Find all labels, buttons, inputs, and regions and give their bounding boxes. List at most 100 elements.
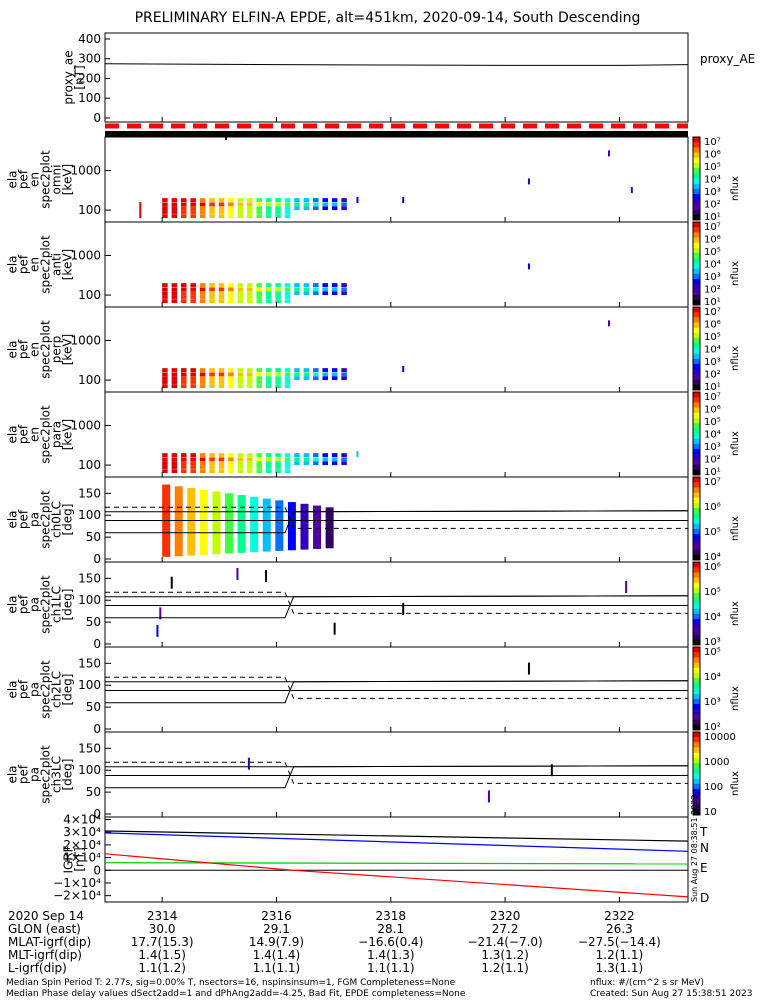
pa_ch0-ytick-label: 50 (86, 530, 101, 544)
spec-cell (303, 287, 310, 292)
spec_para-ytick-label: 1000 (70, 418, 101, 432)
colorbar-ch2-label: 10⁵ (704, 647, 721, 658)
spec-cell (162, 465, 168, 469)
colorbar-anti (693, 222, 700, 306)
igrf-line-T (104, 830, 689, 842)
spec-cell (190, 465, 196, 469)
spec-cell (218, 465, 225, 469)
colorbar-segment (693, 557, 700, 561)
pa_ch2-ylabel-1: pef (17, 679, 31, 699)
spec-cell (313, 453, 319, 457)
igrf-legend-E: E (700, 861, 708, 875)
xaxis-col-0-row-0: 2314 (147, 909, 178, 923)
spec_omni-ylabel-0: ela (6, 170, 20, 188)
igrf-legend-T: T (699, 825, 708, 839)
spec-cell (171, 206, 178, 211)
spec-cell (247, 461, 253, 466)
spec-cell (275, 295, 281, 299)
spec-cell (341, 368, 347, 372)
xaxis-col-1-row-0: 2316 (261, 909, 292, 923)
spec-cell (237, 465, 244, 469)
spec-cell (190, 453, 196, 457)
colorbar-omni-label: 10⁶ (704, 150, 721, 161)
colorbar-segment (693, 144, 700, 148)
xaxis-col-0-row-2: 17.7(15.3) (131, 935, 194, 949)
pa_ch2-frame (104, 646, 689, 733)
spec-cell (313, 376, 319, 381)
spec-cell (284, 202, 291, 207)
spec-cell (275, 283, 281, 287)
colorbar-anti-label: 10⁶ (704, 235, 721, 246)
spec-cell (331, 206, 338, 211)
spec_para-ylabel-1: pef (17, 424, 31, 444)
spec_anti-ylabel-5: [keV] (61, 249, 75, 280)
pa_ch1-isolated-point (265, 570, 268, 583)
spec-cell (313, 202, 319, 207)
xaxis-col-2-row-4: 1.1(1.1) (367, 961, 415, 975)
colorbar-segment (693, 353, 700, 357)
colorbar-segment (693, 332, 700, 337)
colorbar-segment (693, 639, 700, 643)
colorbar-segment (693, 299, 700, 303)
igrf-ytick-label: −1×10⁴ (53, 876, 101, 890)
spec-cell (275, 453, 281, 457)
colorbar-segment (693, 600, 700, 604)
colorbar-ch1-title: nflux (730, 601, 741, 626)
colorbar-ch0-title: nflux (730, 516, 741, 541)
colorbar-ch0-label: 10⁴ (704, 552, 721, 563)
colorbar-segment (693, 536, 700, 540)
colorbar-segment (693, 812, 700, 816)
colorbar-omni-title: nflux (730, 176, 741, 201)
colorbar-segment (693, 739, 700, 743)
colorbar-segment (693, 672, 700, 677)
spec-cell (190, 376, 196, 381)
colorbar-segment (693, 747, 700, 751)
colorbar-segment (693, 469, 700, 473)
spec-cell (209, 453, 215, 457)
colorbar-segment (693, 428, 700, 432)
proxy-ae-line (104, 63, 689, 66)
xaxis-col-0-row-3: 1.4(1.5) (138, 948, 186, 962)
spec-cell (199, 202, 206, 207)
spec-cell (228, 461, 234, 466)
pa_ch0-ylabel-1: pef (17, 509, 31, 529)
colorbar-segment (693, 155, 700, 159)
spec_anti-ytick-label: 1000 (70, 248, 101, 262)
spec-cell (265, 372, 272, 377)
spec-cell (294, 198, 300, 202)
colorbar-segment (693, 462, 700, 466)
spec-cell (199, 457, 206, 462)
pa_ch2-ylabel-5: [deg] (61, 674, 75, 706)
spec-cell (256, 206, 262, 211)
colorbar-segment (693, 325, 700, 329)
xaxis-col-1-row-1: 29.1 (263, 922, 290, 936)
spec_anti-ytick-label: 100 (78, 288, 101, 302)
igrf-ytick-label: 2×10⁴ (63, 838, 101, 852)
xaxis-row-l: L-igrf(dip) (8, 961, 67, 975)
pa_ch1-ytick-label: 0 (93, 637, 101, 651)
spec-cell (237, 384, 244, 389)
xaxis-row-mlat: MLAT-igrf(dip) (8, 935, 92, 949)
spec-cell (190, 384, 196, 389)
pa_ch1-ylabel-0: ela (6, 595, 20, 613)
spec-cell (181, 469, 187, 474)
colorbar-segment (693, 531, 700, 535)
spec_perp-ytick-label: 100 (78, 373, 101, 387)
spec-cell (181, 380, 187, 384)
colorbar-segment (693, 170, 700, 174)
spec-cell (284, 461, 291, 466)
pa_ch0-ytick-label: 100 (78, 508, 101, 522)
spec-cell (322, 291, 328, 296)
colorbar-segment (693, 173, 700, 177)
spec-cell (199, 376, 206, 381)
spec-cell (237, 287, 244, 292)
pa_ch2-ytick-label: 0 (93, 722, 101, 736)
spec-cell (199, 469, 206, 474)
pa_ch0-ylabel-5: [deg] (61, 504, 75, 536)
colorbar-segment (693, 541, 700, 545)
colorbar-segment (693, 152, 700, 156)
spec_omni-isolated-point (630, 187, 633, 194)
colorbar-segment (693, 809, 700, 813)
pa-cell (199, 489, 208, 555)
colorbar-segment (693, 665, 700, 669)
